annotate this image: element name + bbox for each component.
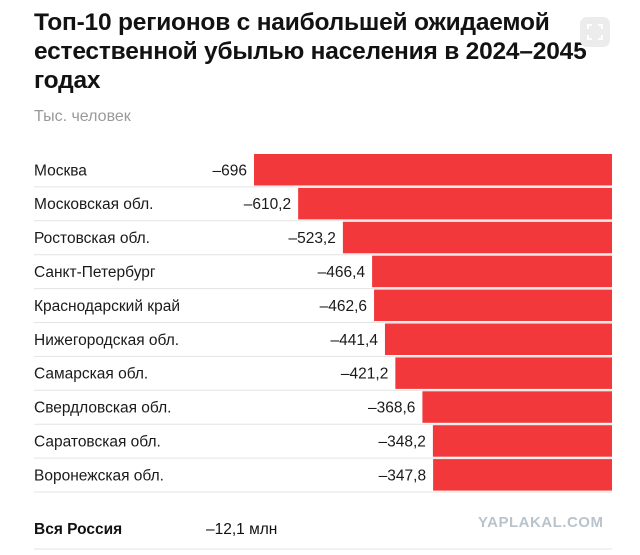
expand-glyph (587, 24, 603, 40)
watermark: YAPLAKAL.COM (478, 514, 604, 531)
chart-title: Топ-10 регионов с наибольшей ожидаемой е… (34, 9, 587, 94)
category-label: Саратовская обл. (34, 433, 161, 450)
bar (298, 187, 612, 220)
chart-subtitle: Тыс. человек (34, 108, 131, 125)
category-label: Нижегородская обл. (34, 332, 179, 349)
value-label: –462,6 (320, 298, 367, 315)
bar (254, 154, 612, 186)
value-label: –347,8 (379, 467, 426, 484)
bar (384, 323, 612, 355)
bar (395, 357, 612, 389)
value-label: –348,2 (378, 433, 425, 450)
category-label: Свердловская обл. (34, 400, 171, 417)
category-label: Санкт-Петербург (34, 264, 156, 281)
value-label: –441,4 (331, 332, 379, 349)
bar (374, 289, 612, 322)
expand-icon[interactable] (580, 17, 610, 47)
value-label: –466,4 (318, 264, 366, 281)
bar (342, 221, 612, 254)
category-label: Самарская обл. (34, 366, 148, 383)
bar (432, 425, 612, 457)
value-label: –421,2 (341, 366, 388, 383)
category-label: Ростовская обл. (34, 230, 150, 247)
category-label: Московская обл. (34, 196, 153, 213)
category-label: Воронежская обл. (34, 467, 164, 484)
bar (422, 391, 612, 423)
category-label: Москва (34, 162, 87, 179)
total-label: Вся Россия (34, 521, 123, 538)
bar (372, 255, 612, 288)
value-label: –368,6 (368, 400, 415, 417)
value-label: –610,2 (244, 196, 291, 213)
bar (433, 459, 612, 491)
value-label: –696 (213, 162, 247, 179)
category-label: Краснодарский край (34, 298, 180, 315)
value-label: –523,2 (288, 230, 335, 247)
total-value: –12,1 млн (206, 521, 278, 538)
